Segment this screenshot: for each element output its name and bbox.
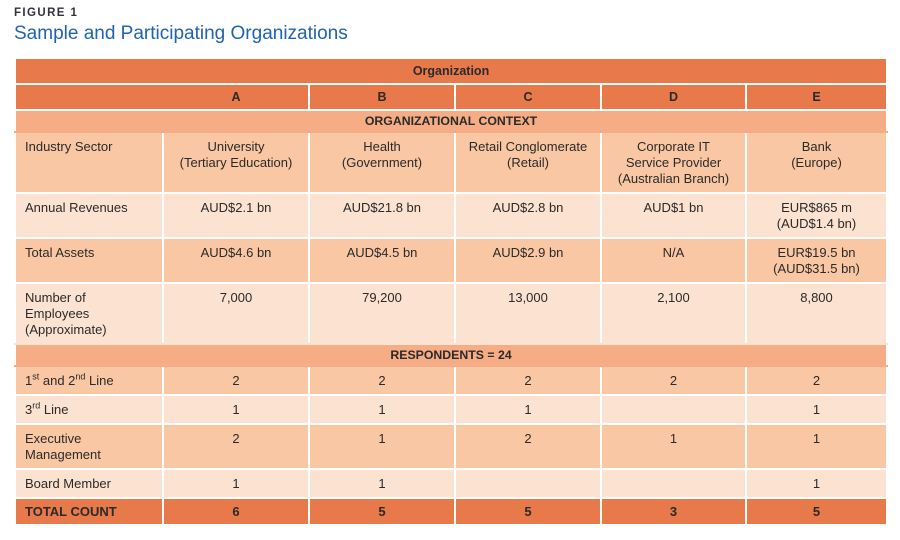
value-cell: 2 — [308, 365, 456, 396]
figure-title: Sample and Participating Organizations — [14, 23, 348, 44]
table-row: Number of Employees (Approximate) 7,000 79,2… — [14, 282, 889, 345]
value-cell: 1 — [744, 423, 889, 470]
value-cell: 1 — [308, 394, 456, 425]
value-cell: AUD$2.9 bn — [454, 237, 602, 284]
column-header-c: C — [454, 83, 602, 111]
value-cell: 1 — [308, 468, 456, 499]
organization-header-cell: Organization — [13, 57, 889, 85]
value-cell: 8,800 — [744, 282, 889, 345]
value-cell: 2 — [600, 365, 747, 396]
total-value-cell: 5 — [308, 497, 456, 526]
row-label-cell: Total Assets — [14, 237, 164, 284]
column-header-e: E — [744, 83, 889, 111]
value-cell: EUR$865 m (AUD$1.4 bn) — [744, 192, 889, 239]
value-cell: AUD$4.6 bn — [162, 237, 310, 284]
section-header-cell: RESPONDENTS = 24 — [13, 343, 889, 367]
row-label-cell: 3rd Line — [14, 394, 164, 425]
row-label-cell: Number of Employees (Approximate) — [14, 282, 164, 345]
value-cell: 1 — [744, 468, 889, 499]
value-cell: 2 — [744, 365, 889, 396]
value-cell: AUD$4.5 bn — [308, 237, 456, 284]
value-cell: 2 — [454, 423, 602, 470]
total-value-cell: 3 — [600, 497, 747, 526]
figure-label: FIGURE 1 — [14, 7, 79, 19]
table-row: Board Member 1 1 1 — [14, 468, 889, 499]
column-header-b: B — [308, 83, 456, 111]
total-value-cell: 5 — [744, 497, 889, 526]
value-cell: Bank (Europe) — [744, 131, 889, 194]
section-header-row: ORGANIZATIONAL CONTEXT — [13, 109, 889, 133]
value-cell: 1 — [744, 394, 889, 425]
table-row: Executive Management 2 1 2 1 1 — [14, 423, 889, 470]
column-header-d: D — [600, 83, 747, 111]
organizations-table: Organization A B C D E ORGANIZATIONAL CO… — [13, 57, 889, 526]
value-cell: 2 — [454, 365, 602, 396]
value-cell: 79,200 — [308, 282, 456, 345]
table-row: Industry Sector University (Tertiary Educa… — [14, 131, 889, 194]
column-header-row: A B C D E — [14, 83, 889, 111]
row-label-cell: Industry Sector — [14, 131, 164, 194]
value-cell: 7,000 — [162, 282, 310, 345]
value-cell: EUR$19.5 bn (AUD$31.5 bn) — [744, 237, 889, 284]
value-cell: Health (Government) — [308, 131, 456, 194]
value-cell: 1 — [454, 394, 602, 425]
value-cell: 1 — [308, 423, 456, 470]
value-cell: N/A — [600, 237, 747, 284]
value-cell: University (Tertiary Education) — [162, 131, 310, 194]
table-row: 1st and 2nd Line 2 2 2 2 2 — [14, 365, 889, 396]
value-cell: 1 — [162, 468, 310, 499]
row-label-cell: Annual Revenues — [14, 192, 164, 239]
column-header-a: A — [162, 83, 310, 111]
value-cell: 1 — [600, 423, 747, 470]
section-header-row: RESPONDENTS = 24 — [13, 343, 889, 367]
total-value-cell: 6 — [162, 497, 310, 526]
value-cell: 2 — [162, 423, 310, 470]
figure-container: FIGURE 1 Sample and Participating Organi… — [13, 7, 889, 526]
total-value-cell: 5 — [454, 497, 602, 526]
table-row: Total Assets AUD$4.6 bn AUD$4.5 bn AUD$2.9 … — [14, 237, 889, 284]
value-cell: 2 — [162, 365, 310, 396]
value-cell — [600, 468, 747, 499]
total-count-row: TOTAL COUNT 6 5 5 3 5 — [14, 497, 889, 526]
row-label-cell: Executive Management — [14, 423, 164, 470]
value-cell: 1 — [162, 394, 310, 425]
section-header-cell: ORGANIZATIONAL CONTEXT — [13, 109, 889, 133]
value-cell: AUD$2.1 bn — [162, 192, 310, 239]
value-cell: Corporate IT Service Provider (Australian … — [600, 131, 747, 194]
row-label-cell: 1st and 2nd Line — [14, 365, 164, 396]
column-header-spacer — [14, 83, 164, 111]
value-cell: Retail Conglomerate (Retail) — [454, 131, 602, 194]
row-label-cell: Board Member — [14, 468, 164, 499]
value-cell: AUD$2.8 bn — [454, 192, 602, 239]
value-cell: 13,000 — [454, 282, 602, 345]
value-cell: AUD$1 bn — [600, 192, 747, 239]
value-cell: AUD$21.8 bn — [308, 192, 456, 239]
table-row: 3rd Line 1 1 1 1 — [14, 394, 889, 425]
table-row: Annual Revenues AUD$2.1 bn AUD$21.8 bn AUD$… — [14, 192, 889, 239]
value-cell: 2,100 — [600, 282, 747, 345]
organization-header-row: Organization — [13, 57, 889, 85]
total-label-cell: TOTAL COUNT — [14, 497, 164, 526]
value-cell — [600, 394, 747, 425]
value-cell — [454, 468, 602, 499]
